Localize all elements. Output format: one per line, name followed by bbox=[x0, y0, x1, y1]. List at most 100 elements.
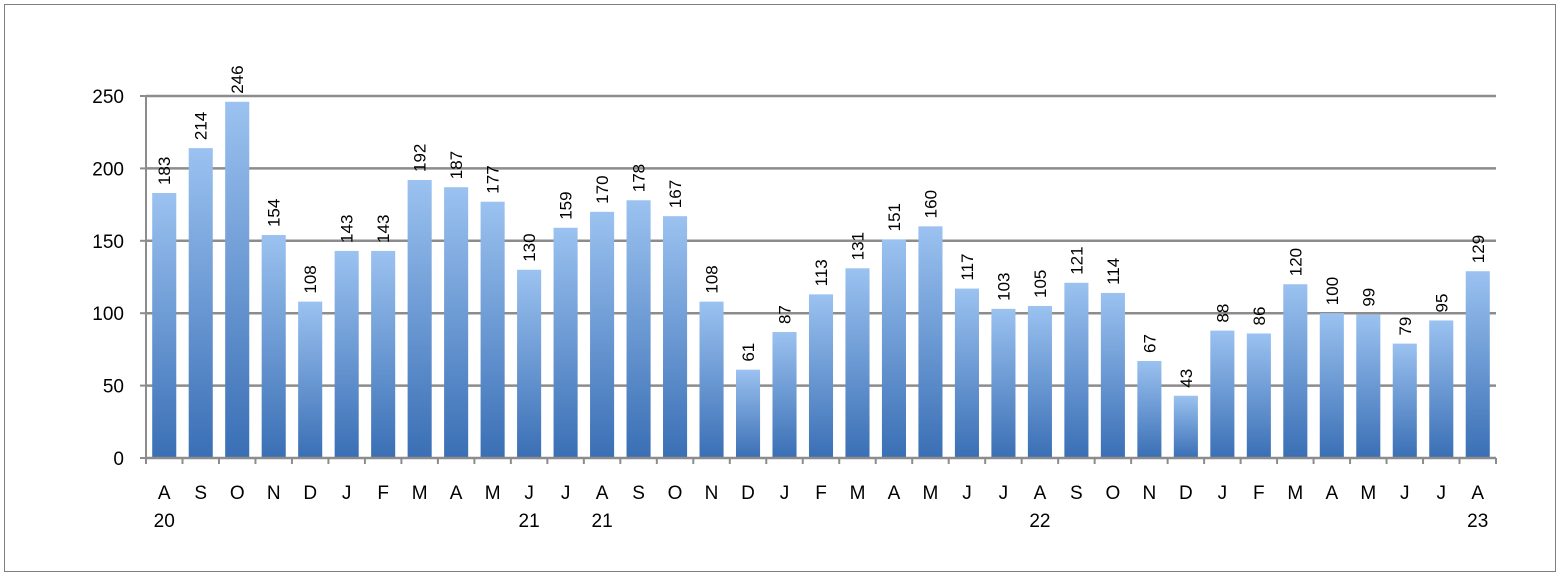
bar bbox=[1319, 313, 1344, 458]
x-tick-label: A bbox=[596, 483, 609, 504]
bar bbox=[1100, 292, 1125, 458]
x-tick-label: A bbox=[1471, 483, 1484, 504]
bar bbox=[626, 200, 651, 459]
x-year-label: 23 bbox=[1467, 511, 1488, 532]
data-label: 170 bbox=[593, 175, 612, 203]
data-label: 192 bbox=[411, 144, 430, 172]
y-tick-label: 250 bbox=[92, 87, 124, 108]
y-tick-label: 0 bbox=[113, 449, 124, 470]
labels: 183 A 20 214 S 246 O 154 N 108 D 143 J 143 F 192 M 187 A 17… bbox=[154, 65, 1489, 532]
data-label: 103 bbox=[994, 272, 1013, 300]
x-tick-label: A bbox=[158, 483, 171, 504]
bar bbox=[1210, 330, 1235, 458]
data-label: 187 bbox=[447, 151, 466, 179]
data-label: 143 bbox=[338, 215, 357, 243]
bar bbox=[1465, 271, 1490, 458]
bar bbox=[772, 332, 797, 458]
bar bbox=[553, 227, 578, 458]
x-tick-label: A bbox=[1325, 483, 1338, 504]
bar bbox=[371, 250, 396, 458]
x-year-label: 20 bbox=[154, 511, 175, 532]
data-label: 86 bbox=[1250, 307, 1269, 326]
data-label: 114 bbox=[1104, 258, 1123, 285]
x-tick-label: O bbox=[668, 483, 683, 504]
x-tick-label: D bbox=[1179, 483, 1193, 504]
bar bbox=[991, 308, 1016, 458]
x-tick-label: D bbox=[741, 483, 755, 504]
x-tick-label: M bbox=[412, 483, 428, 504]
bar bbox=[1027, 305, 1052, 458]
data-label: 131 bbox=[848, 232, 867, 260]
bar bbox=[845, 268, 870, 458]
data-label: 214 bbox=[192, 112, 211, 140]
bar bbox=[444, 187, 469, 458]
x-year-label: 21 bbox=[519, 511, 540, 532]
bar bbox=[1283, 284, 1308, 458]
bar bbox=[735, 369, 761, 458]
x-tick-label: J bbox=[524, 483, 534, 504]
x-tick-label: M bbox=[850, 483, 866, 504]
data-label: 177 bbox=[484, 165, 503, 193]
x-tick-label: J bbox=[962, 483, 972, 504]
bar bbox=[334, 250, 359, 458]
data-label: 129 bbox=[1469, 235, 1488, 263]
data-label: 99 bbox=[1359, 288, 1378, 307]
x-tick-label: M bbox=[1360, 483, 1376, 504]
data-label: 160 bbox=[921, 190, 940, 218]
data-label: 117 bbox=[958, 253, 977, 280]
data-label: 113 bbox=[812, 259, 831, 286]
data-label: 67 bbox=[1140, 334, 1159, 353]
data-label: 183 bbox=[155, 157, 174, 185]
axes: 0 50 100 150 200 250 bbox=[92, 87, 1497, 470]
bar bbox=[1173, 395, 1198, 458]
data-label: 87 bbox=[776, 305, 795, 324]
data-label: 61 bbox=[739, 343, 758, 362]
data-label: 154 bbox=[265, 199, 284, 227]
y-tick-label: 150 bbox=[92, 232, 124, 253]
data-label: 151 bbox=[885, 203, 904, 231]
x-tick-label: J bbox=[1400, 483, 1410, 504]
x-tick-label: N bbox=[267, 483, 281, 504]
x-tick-label: S bbox=[1070, 483, 1083, 504]
x-tick-label: N bbox=[705, 483, 719, 504]
x-tick-label: J bbox=[561, 483, 571, 504]
x-tick-label: J bbox=[1437, 483, 1447, 504]
x-year-label: 22 bbox=[1029, 511, 1050, 532]
x-year-label: 21 bbox=[592, 511, 613, 532]
bar bbox=[152, 193, 177, 459]
bar bbox=[261, 235, 286, 458]
x-tick-label: J bbox=[999, 483, 1009, 504]
x-tick-label: N bbox=[1143, 483, 1157, 504]
data-label: 121 bbox=[1067, 246, 1086, 274]
x-tick-label: O bbox=[1106, 483, 1121, 504]
bar bbox=[808, 294, 834, 458]
x-tick-label: O bbox=[230, 483, 245, 504]
bar bbox=[407, 179, 432, 458]
data-label: 43 bbox=[1177, 369, 1196, 388]
x-tick-label: S bbox=[194, 483, 207, 504]
data-label: 95 bbox=[1432, 294, 1451, 313]
bar bbox=[590, 211, 615, 458]
bar bbox=[918, 226, 943, 458]
data-label: 130 bbox=[520, 233, 539, 261]
bar bbox=[699, 301, 724, 458]
bars bbox=[152, 101, 1490, 459]
data-label: 120 bbox=[1286, 248, 1305, 276]
data-label: 100 bbox=[1323, 277, 1342, 305]
x-tick-label: S bbox=[632, 483, 645, 504]
data-label: 178 bbox=[630, 164, 649, 192]
bar bbox=[1356, 314, 1381, 458]
x-tick-label: A bbox=[888, 483, 901, 504]
bar bbox=[1246, 333, 1271, 458]
data-label: 79 bbox=[1396, 317, 1415, 336]
x-tick-label: D bbox=[303, 483, 317, 504]
bar bbox=[1137, 360, 1162, 458]
data-label: 108 bbox=[301, 265, 320, 293]
x-tick-label: J bbox=[342, 483, 352, 504]
y-tick-label: 100 bbox=[92, 304, 124, 325]
bar bbox=[1392, 343, 1417, 458]
x-tick-label: A bbox=[450, 483, 463, 504]
x-tick-label: F bbox=[815, 483, 827, 504]
x-tick-label: A bbox=[1034, 483, 1047, 504]
